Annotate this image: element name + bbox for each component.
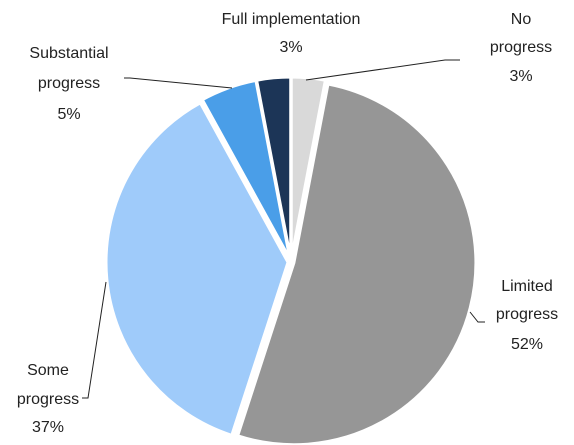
category-label: Limited [501,278,553,295]
category-label: No [511,11,532,28]
category-label: Some [27,362,69,379]
leader-line [469,311,485,323]
pie-slice [104,100,290,438]
leader-line [82,281,107,399]
category-label: Substantial [29,45,108,62]
value-label: 37% [32,419,64,436]
pie-slice [235,82,478,445]
category-label: progress [38,75,100,92]
slice-label: Some progress 37% [17,362,79,436]
slice-label: Limited progress 52% [496,278,558,353]
value-label: 5% [57,106,80,123]
slice-label: Full implementation 3% [222,11,361,56]
category-label: Full implementation [222,11,361,28]
leader-line [305,59,460,81]
leader-line [124,77,233,89]
category-label: progress [490,39,552,56]
value-label: 3% [509,68,532,85]
value-label: 3% [279,39,302,56]
slice-label: No progress 3% [490,11,552,85]
slice-label: Substantial progress 5% [29,45,108,123]
pie-slice [254,75,293,260]
category-label: progress [496,306,558,323]
category-label: progress [17,391,79,408]
value-label: 52% [511,336,543,353]
